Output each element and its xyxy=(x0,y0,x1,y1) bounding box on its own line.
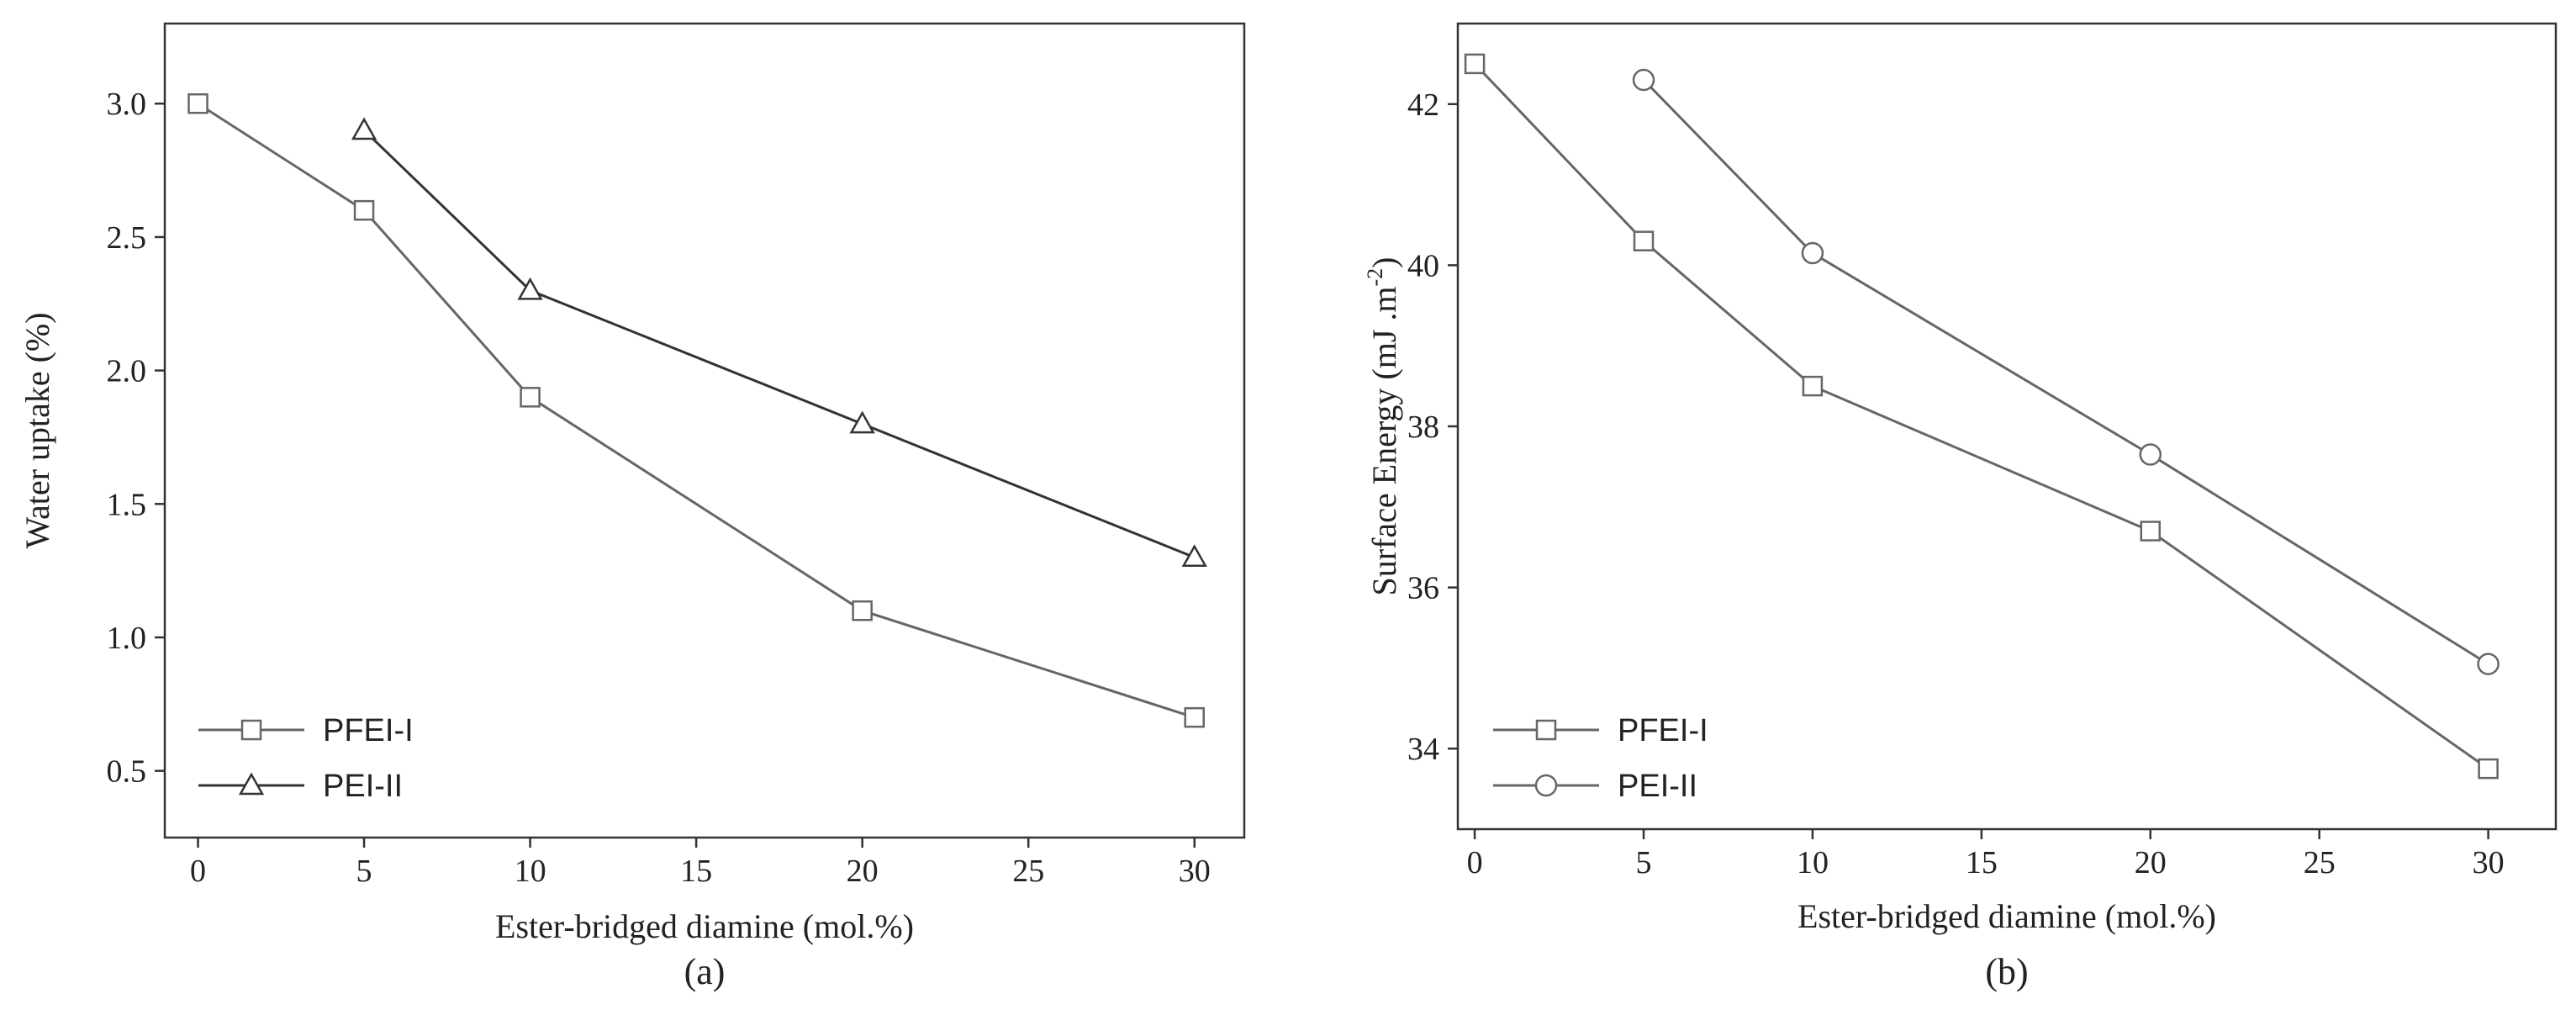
y-tick-label-a-0: 0.5 xyxy=(107,754,147,790)
y-tick-label-a-2: 1.5 xyxy=(107,487,147,522)
legend-b: PFEI-I PEI-II xyxy=(1493,713,1708,804)
legend-marker-b-1 xyxy=(1534,774,1558,797)
x-tick-label-a-5: 25 xyxy=(1012,854,1044,889)
data-point-b-pei-ii-2 xyxy=(2139,443,2162,466)
series-a xyxy=(187,93,1207,728)
series-line-b-pfei-i xyxy=(1474,62,2489,770)
data-point-a-pei-ii-1 xyxy=(517,277,543,300)
plot-frame-a xyxy=(163,22,1246,839)
y-axis-label-b-main: Surface Energy (mJ .m xyxy=(1365,286,1403,595)
data-point-a-pei-ii-0 xyxy=(351,117,377,140)
y-tick-label-a-3: 2.0 xyxy=(107,354,147,389)
legend-marker-b-0 xyxy=(1535,719,1557,741)
y-tick-label-b-3: 40 xyxy=(1407,248,1439,283)
series-line-a-pei-ii xyxy=(363,129,1196,559)
y-tick-label-a-4: 2.5 xyxy=(107,220,147,256)
series-b-pei-ii xyxy=(1632,68,2499,675)
x-tick-label-b-1: 5 xyxy=(1636,845,1652,880)
x-tick-label-b-0: 0 xyxy=(1467,845,1483,880)
legend-item-a-pfei-i: PFEI-I xyxy=(198,713,414,748)
data-point-b-pfei-i-4 xyxy=(2478,758,2499,780)
x-tick-label-a-3: 15 xyxy=(680,854,712,889)
x-tick-label-b-5: 25 xyxy=(2304,845,2336,880)
chart-panel-b: 0 5 10 15 20 25 30 34 36 38 40 42 PFEI-I PEI-II Este… xyxy=(1363,22,2558,992)
y-axis-label-b-suffix: ) xyxy=(1365,256,1403,267)
x-tick-label-a-2: 10 xyxy=(515,854,546,889)
plot-frame-b xyxy=(1456,22,2558,831)
data-point-a-pfei-i-0 xyxy=(187,93,209,114)
data-point-b-pei-ii-0 xyxy=(1632,68,1655,92)
panel-label-a: (a) xyxy=(684,951,726,992)
data-point-b-pfei-i-1 xyxy=(1633,230,1655,251)
legend-label-a-1: PEI-II xyxy=(323,769,403,804)
x-tick-label-a-6: 30 xyxy=(1179,854,1211,889)
x-tick-label-a-4: 20 xyxy=(847,854,879,889)
ticks-b: 0 5 10 15 20 25 30 34 36 38 40 42 xyxy=(1407,87,2505,880)
x-tick-label-b-2: 10 xyxy=(1797,845,1829,880)
y-axis-label-b: Surface Energy (mJ .m-2) xyxy=(1363,256,1403,595)
y-tick-label-b-4: 42 xyxy=(1407,87,1439,123)
data-point-a-pfei-i-2 xyxy=(520,387,541,408)
legend-item-b-pfei-i: PFEI-I xyxy=(1493,713,1708,748)
data-point-a-pfei-i-1 xyxy=(353,199,375,221)
series-a-pfei-i xyxy=(187,93,1205,728)
data-point-a-pfei-i-4 xyxy=(1184,706,1205,728)
legend-label-a-0: PFEI-I xyxy=(323,713,414,748)
y-axis-label-a: Water uptake (%) xyxy=(18,312,56,548)
ticks-a: 0 5 10 15 20 25 30 0.5 1.0 1.5 2.0 2.5 3.0 xyxy=(107,87,1211,889)
x-tick-label-a-1: 5 xyxy=(356,854,372,889)
legend-a: PFEI-I PEI-II xyxy=(198,713,414,804)
panel-label-b: (b) xyxy=(1985,951,2028,992)
y-axis-label-b-sup: -2 xyxy=(1363,268,1387,287)
x-axis-label-a: Ester-bridged diamine (mol.%) xyxy=(495,907,914,945)
y-tick-label-b-1: 36 xyxy=(1407,571,1439,606)
x-tick-label-a-0: 0 xyxy=(190,854,206,889)
data-point-a-pfei-i-3 xyxy=(852,600,873,621)
chart-panel-a: 0 5 10 15 20 25 30 0.5 1.0 1.5 2.0 2.5 3.0 PFEI-I PEI… xyxy=(18,22,1246,992)
data-point-b-pfei-i-0 xyxy=(1464,53,1486,75)
series-b-pfei-i xyxy=(1464,53,2499,780)
series-b xyxy=(1464,53,2499,780)
y-tick-label-b-2: 38 xyxy=(1407,410,1439,445)
legend-label-b-1: PEI-II xyxy=(1618,769,1697,804)
y-tick-label-a-1: 1.0 xyxy=(107,621,147,656)
legend-item-b-pei-ii: PEI-II xyxy=(1493,769,1697,804)
series-line-b-pei-ii xyxy=(1642,79,2489,665)
x-tick-label-b-3: 15 xyxy=(1966,845,1998,880)
data-point-b-pfei-i-2 xyxy=(1802,375,1824,397)
series-a-pei-ii xyxy=(351,117,1207,568)
data-point-a-pei-ii-2 xyxy=(849,410,875,434)
data-point-b-pei-ii-3 xyxy=(2477,653,2499,675)
y-tick-label-a-5: 3.0 xyxy=(107,87,147,122)
data-point-a-pei-ii-3 xyxy=(1181,544,1207,568)
legend-marker-a-0 xyxy=(240,719,262,741)
legend-item-a-pei-ii: PEI-II xyxy=(198,769,403,804)
legend-label-b-0: PFEI-I xyxy=(1618,713,1708,748)
x-tick-label-b-6: 30 xyxy=(2473,845,2505,880)
x-tick-label-b-4: 20 xyxy=(2135,845,2167,880)
x-axis-label-b: Ester-bridged diamine (mol.%) xyxy=(1797,897,2216,935)
data-point-b-pei-ii-1 xyxy=(1801,241,1824,265)
series-line-a-pfei-i xyxy=(197,102,1196,719)
legend-marker-a-1 xyxy=(238,772,265,796)
y-tick-label-b-0: 34 xyxy=(1407,732,1439,767)
data-point-b-pfei-i-3 xyxy=(2140,521,2162,542)
